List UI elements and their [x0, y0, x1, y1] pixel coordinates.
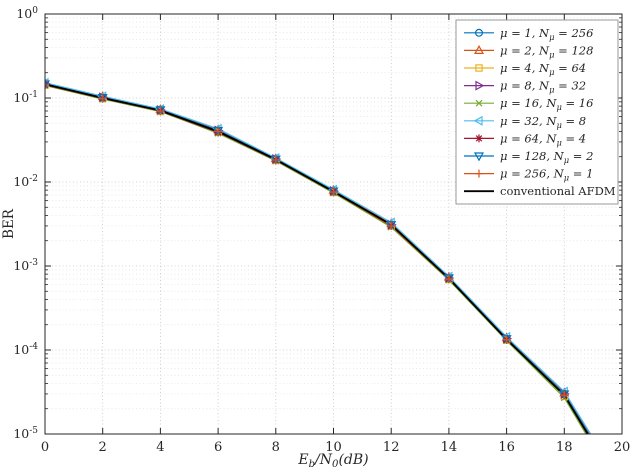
- series-lines: [45, 77, 592, 434]
- x-tick-label: 18: [556, 440, 573, 455]
- legend-label: μ = 8, Nμ = 32: [500, 79, 586, 95]
- x-tick-label: 20: [614, 440, 631, 455]
- legend-label: μ = 32, Nμ = 8: [500, 114, 586, 130]
- legend-label: μ = 4, Nμ = 64: [500, 61, 586, 77]
- legend: [455, 19, 619, 205]
- legend-label: μ = 16, Nμ = 16: [500, 96, 593, 112]
- x-tick-label: 10: [325, 440, 342, 455]
- legend-label: conventional AFDM: [500, 184, 616, 198]
- y-tick-label: 10-2: [13, 174, 38, 189]
- x-tick-label: 16: [498, 440, 515, 455]
- x-tick-label: 8: [272, 440, 280, 455]
- y-tick-label: 10-1: [13, 90, 38, 105]
- axes: [44, 13, 623, 435]
- legend-label: μ = 128, Nμ = 2: [500, 149, 593, 165]
- x-axis-label: Eb/N0(dB): [297, 452, 368, 470]
- legend-label: μ = 64, Nμ = 4: [500, 131, 586, 147]
- y-tick-label: 10-3: [13, 258, 38, 273]
- legend-label: μ = 1, Nμ = 256: [500, 26, 593, 42]
- x-tick-label: 4: [156, 440, 164, 455]
- x-tick-label: 2: [99, 440, 107, 455]
- x-tick-label: 0: [41, 440, 49, 455]
- y-tick-label: 10-5: [13, 426, 38, 441]
- legend-label: μ = 2, Nμ = 128: [500, 43, 593, 59]
- series-markers: [45, 80, 569, 400]
- y-axis-label: BER: [1, 208, 17, 239]
- x-tick-label: 12: [383, 440, 400, 455]
- x-tick-label: 6: [214, 440, 222, 455]
- legend-label: μ = 256, Nμ = 1: [500, 167, 593, 183]
- x-tick-label: 14: [441, 440, 458, 455]
- y-tick-label: 100: [16, 6, 38, 21]
- y-tick-label: 10-4: [13, 342, 38, 357]
